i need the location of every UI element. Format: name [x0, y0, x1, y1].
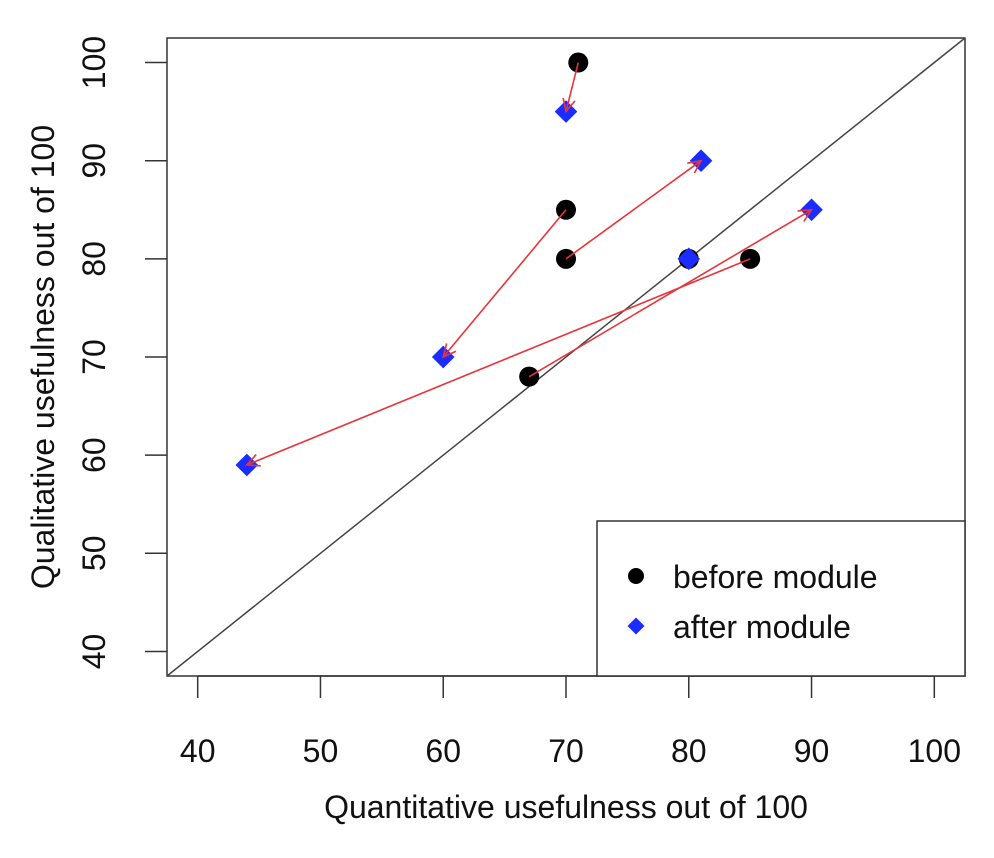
arrow-head — [687, 159, 703, 174]
x-tick-label: 70 — [548, 733, 584, 769]
legend-before-marker — [628, 568, 644, 584]
arrow-head — [245, 454, 261, 467]
change-arrow — [245, 258, 751, 467]
y-axis-title: Qualitative usefulness out of 100 — [25, 125, 61, 589]
arrow-shaft — [565, 160, 702, 260]
y-tick-label: 80 — [76, 241, 112, 277]
y-tick-label: 90 — [76, 143, 112, 179]
y-tick-label: 70 — [76, 339, 112, 375]
arrow-shaft — [565, 62, 580, 112]
arrow-shaft — [528, 209, 812, 378]
y-tick-label: 40 — [76, 634, 112, 670]
legend-after-label: after module — [673, 609, 851, 645]
x-tick-label: 90 — [794, 733, 830, 769]
change-arrow — [528, 208, 814, 378]
change-arrow — [565, 159, 703, 260]
x-tick-label: 50 — [303, 733, 339, 769]
arrow-head — [562, 97, 576, 114]
change-arrow — [442, 209, 567, 359]
arrow-shaft — [442, 209, 567, 358]
y-tick-label: 50 — [76, 536, 112, 572]
arrow-head — [442, 343, 457, 359]
after-module-point — [677, 247, 701, 271]
reference-line-y-equals-x — [166, 37, 966, 677]
arrow-head — [797, 208, 814, 222]
legend-after-marker — [627, 617, 645, 635]
legend-before-label: before module — [673, 559, 878, 595]
x-tick-label: 100 — [908, 733, 961, 769]
x-tick-label: 40 — [180, 733, 216, 769]
arrow-shaft — [246, 258, 751, 466]
x-tick-label: 80 — [671, 733, 707, 769]
x-axis-title: Quantitative usefulness out of 100 — [324, 789, 808, 825]
legend-box — [596, 520, 966, 677]
change-arrow — [562, 62, 580, 114]
y-tick-label: 60 — [76, 437, 112, 473]
legend: before module after module — [596, 520, 966, 677]
x-tick-label: 60 — [425, 733, 461, 769]
y-tick-label: 100 — [76, 36, 112, 89]
